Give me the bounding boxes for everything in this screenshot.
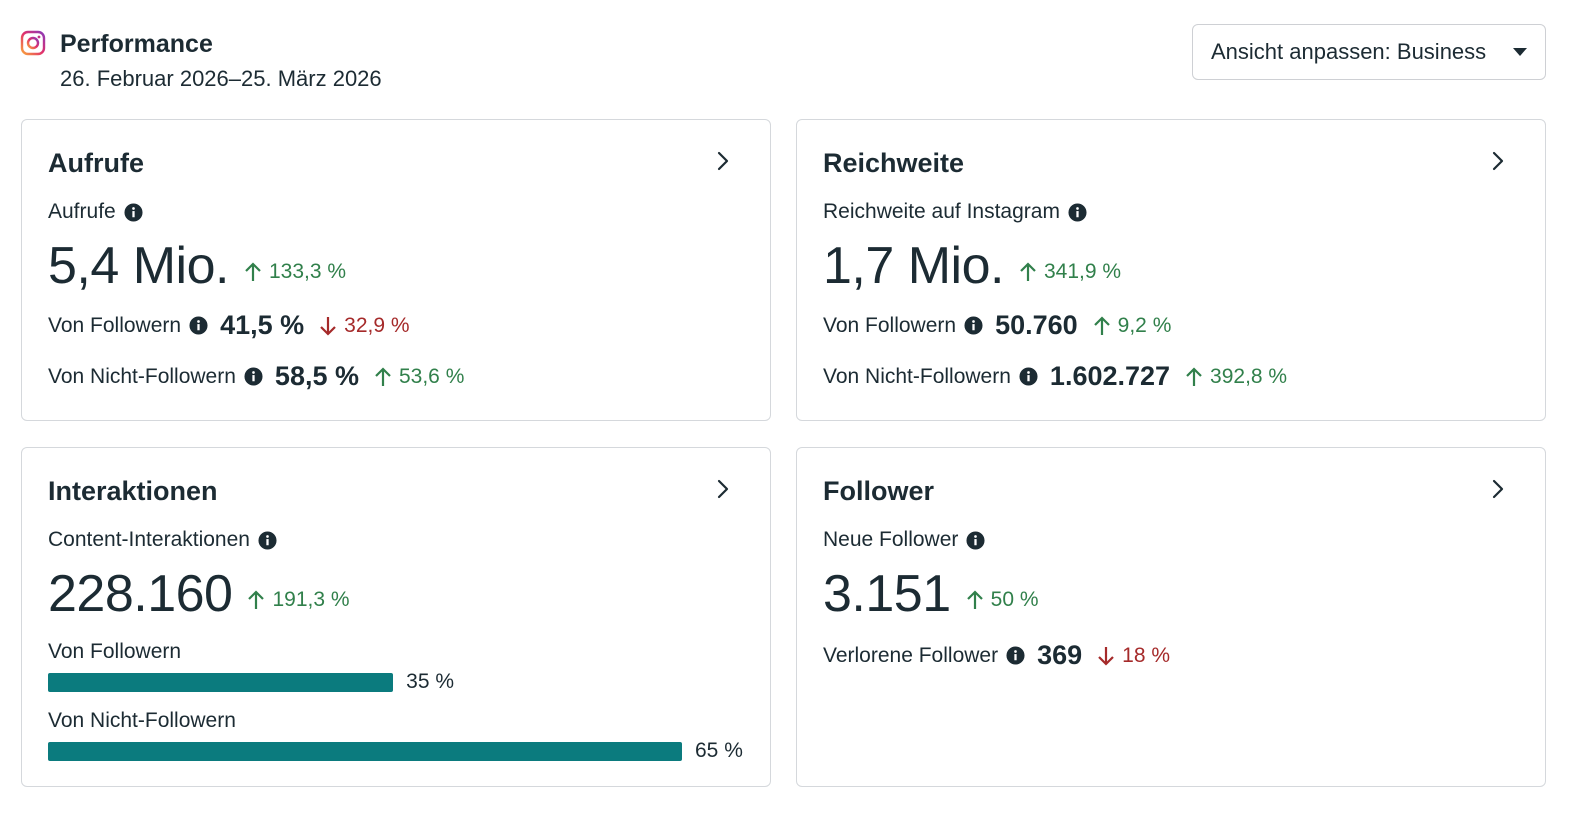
chevron-right-icon[interactable]	[1487, 150, 1509, 172]
metric-label: Neue Follower	[823, 528, 985, 552]
metric-label-text: Reichweite auf Instagram	[823, 200, 1060, 223]
caret-down-icon	[1513, 48, 1527, 56]
instagram-icon	[20, 30, 46, 56]
metric-value-row: 3.151 50 %	[823, 564, 1039, 624]
followers-change: 9,2 %	[1092, 313, 1172, 338]
lost-followers-value: 369	[1037, 640, 1083, 670]
nonfollowers-value: 1.602.727	[1049, 361, 1171, 391]
info-icon[interactable]	[966, 530, 985, 550]
metric-value: 1,7 Mio.	[823, 237, 1004, 295]
card-interaktionen: Interaktionen Content-Interaktionen 228.…	[21, 447, 771, 787]
arrow-up-icon	[1093, 315, 1110, 335]
card-title: Aufrufe	[48, 148, 144, 178]
metric-change: 50 %	[965, 588, 1039, 612]
info-icon[interactable]	[189, 316, 208, 335]
metric-change: 133,3 %	[243, 260, 346, 284]
metric-value: 3.151	[823, 565, 951, 623]
page-header: Performance 26. Februar 2026–25. März 20…	[20, 24, 1566, 98]
followers-change: 32,9 %	[318, 313, 410, 338]
followers-bar-pct: 35 %	[406, 670, 455, 693]
followers-value: 41,5 %	[220, 310, 305, 340]
followers-bar-fill	[48, 673, 394, 692]
card-title: Follower	[823, 476, 935, 506]
lost-followers-label: Verlorene Follower	[823, 643, 999, 667]
nonfollowers-bar-pct: 65 %	[695, 739, 743, 762]
followers-label: Von Followern	[48, 313, 182, 337]
info-icon[interactable]	[1068, 202, 1087, 222]
metric-value-row: 228.160 191,3 %	[48, 564, 350, 624]
metric-label-text: Neue Follower	[823, 528, 959, 551]
metric-label-text: Aufrufe	[48, 200, 116, 223]
arrow-up-icon	[248, 590, 265, 609]
card-aufrufe: Aufrufe Aufrufe 5,4 Mio. 133,3 % Von Fol…	[21, 119, 771, 421]
metric-change: 341,9 %	[1018, 260, 1121, 284]
arrow-up-icon	[1020, 262, 1036, 281]
page-title: Performance	[60, 30, 213, 58]
nonfollowers-change-text: 392,8 %	[1210, 364, 1288, 388]
followers-bar-label: Von Followern	[48, 640, 182, 663]
metric-label: Content-Interaktionen	[48, 528, 277, 552]
metric-value: 5,4 Mio.	[48, 237, 229, 295]
nonfollowers-label: Von Nicht-Followern	[48, 364, 236, 388]
card-title: Interaktionen	[48, 476, 218, 506]
followers-label: Von Followern	[823, 313, 957, 337]
view-select-label: Ansicht anpassen: Business	[1211, 39, 1487, 64]
arrow-down-icon	[1098, 646, 1114, 666]
nonfollowers-bar-label: Von Nicht-Followern	[48, 709, 236, 732]
followers-change-text: 9,2 %	[1117, 313, 1172, 337]
metric-change-text: 50 %	[990, 588, 1039, 611]
metric-label: Reichweite auf Instagram	[823, 200, 1087, 224]
card-reichweite: Reichweite Reichweite auf Instagram 1,7 …	[796, 119, 1546, 421]
chevron-right-icon[interactable]	[712, 150, 734, 172]
metric-label: Aufrufe	[48, 200, 143, 224]
metric-value-row: 1,7 Mio. 341,9 %	[823, 236, 1121, 296]
arrow-down-icon	[320, 316, 336, 336]
metric-value-row: 5,4 Mio. 133,3 %	[48, 236, 346, 296]
nonfollowers-bar-fill	[48, 742, 682, 761]
info-icon[interactable]	[964, 316, 983, 335]
arrow-up-icon	[375, 366, 391, 386]
view-select-dropdown[interactable]: Ansicht anpassen: Business	[1192, 24, 1546, 80]
card-follower: Follower Neue Follower 3.151 50 % Verlor…	[796, 447, 1546, 787]
nonfollowers-value: 58,5 %	[274, 361, 359, 391]
followers-value: 50.760	[995, 310, 1078, 340]
followers-row: Von Followern 41,5 % 32,9 %	[48, 310, 410, 341]
info-icon[interactable]	[124, 202, 143, 222]
info-icon[interactable]	[244, 367, 263, 386]
nonfollowers-row: Von Nicht-Followern 58,5 % 53,6 %	[48, 361, 464, 392]
metric-change-text: 341,9 %	[1043, 260, 1122, 283]
followers-change-text: 32,9 %	[344, 313, 410, 337]
followers-bar	[48, 673, 682, 692]
metric-change: 191,3 %	[246, 588, 350, 612]
nonfollowers-label: Von Nicht-Followern	[823, 364, 1011, 388]
arrow-up-icon	[1186, 366, 1202, 386]
lost-followers-row: Verlorene Follower 369 18 %	[823, 640, 1170, 671]
date-range: 26. Februar 2026–25. März 2026	[60, 66, 382, 91]
lost-followers-change: 18 %	[1096, 644, 1170, 668]
followers-row: Von Followern 50.760 9,2 %	[823, 310, 1171, 341]
metric-change-text: 191,3 %	[272, 588, 350, 611]
arrow-up-icon	[966, 590, 983, 609]
chevron-right-icon[interactable]	[1487, 478, 1509, 500]
nonfollowers-change: 53,6 %	[373, 365, 464, 389]
info-icon[interactable]	[258, 530, 277, 550]
lost-followers-change-text: 18 %	[1122, 643, 1171, 667]
metric-label-text: Content-Interaktionen	[48, 528, 250, 551]
nonfollowers-row: Von Nicht-Followern 1.602.727 392,8 %	[823, 361, 1287, 392]
card-title: Reichweite	[823, 148, 965, 178]
chevron-right-icon[interactable]	[712, 478, 734, 500]
metric-value: 228.160	[48, 565, 233, 623]
metric-change-text: 133,3 %	[268, 260, 347, 283]
nonfollowers-bar	[48, 742, 682, 761]
nonfollowers-change: 392,8 %	[1184, 365, 1287, 389]
nonfollowers-change-text: 53,6 %	[398, 364, 465, 388]
info-icon[interactable]	[1006, 646, 1025, 665]
arrow-up-icon	[245, 262, 261, 281]
info-icon[interactable]	[1019, 367, 1038, 386]
